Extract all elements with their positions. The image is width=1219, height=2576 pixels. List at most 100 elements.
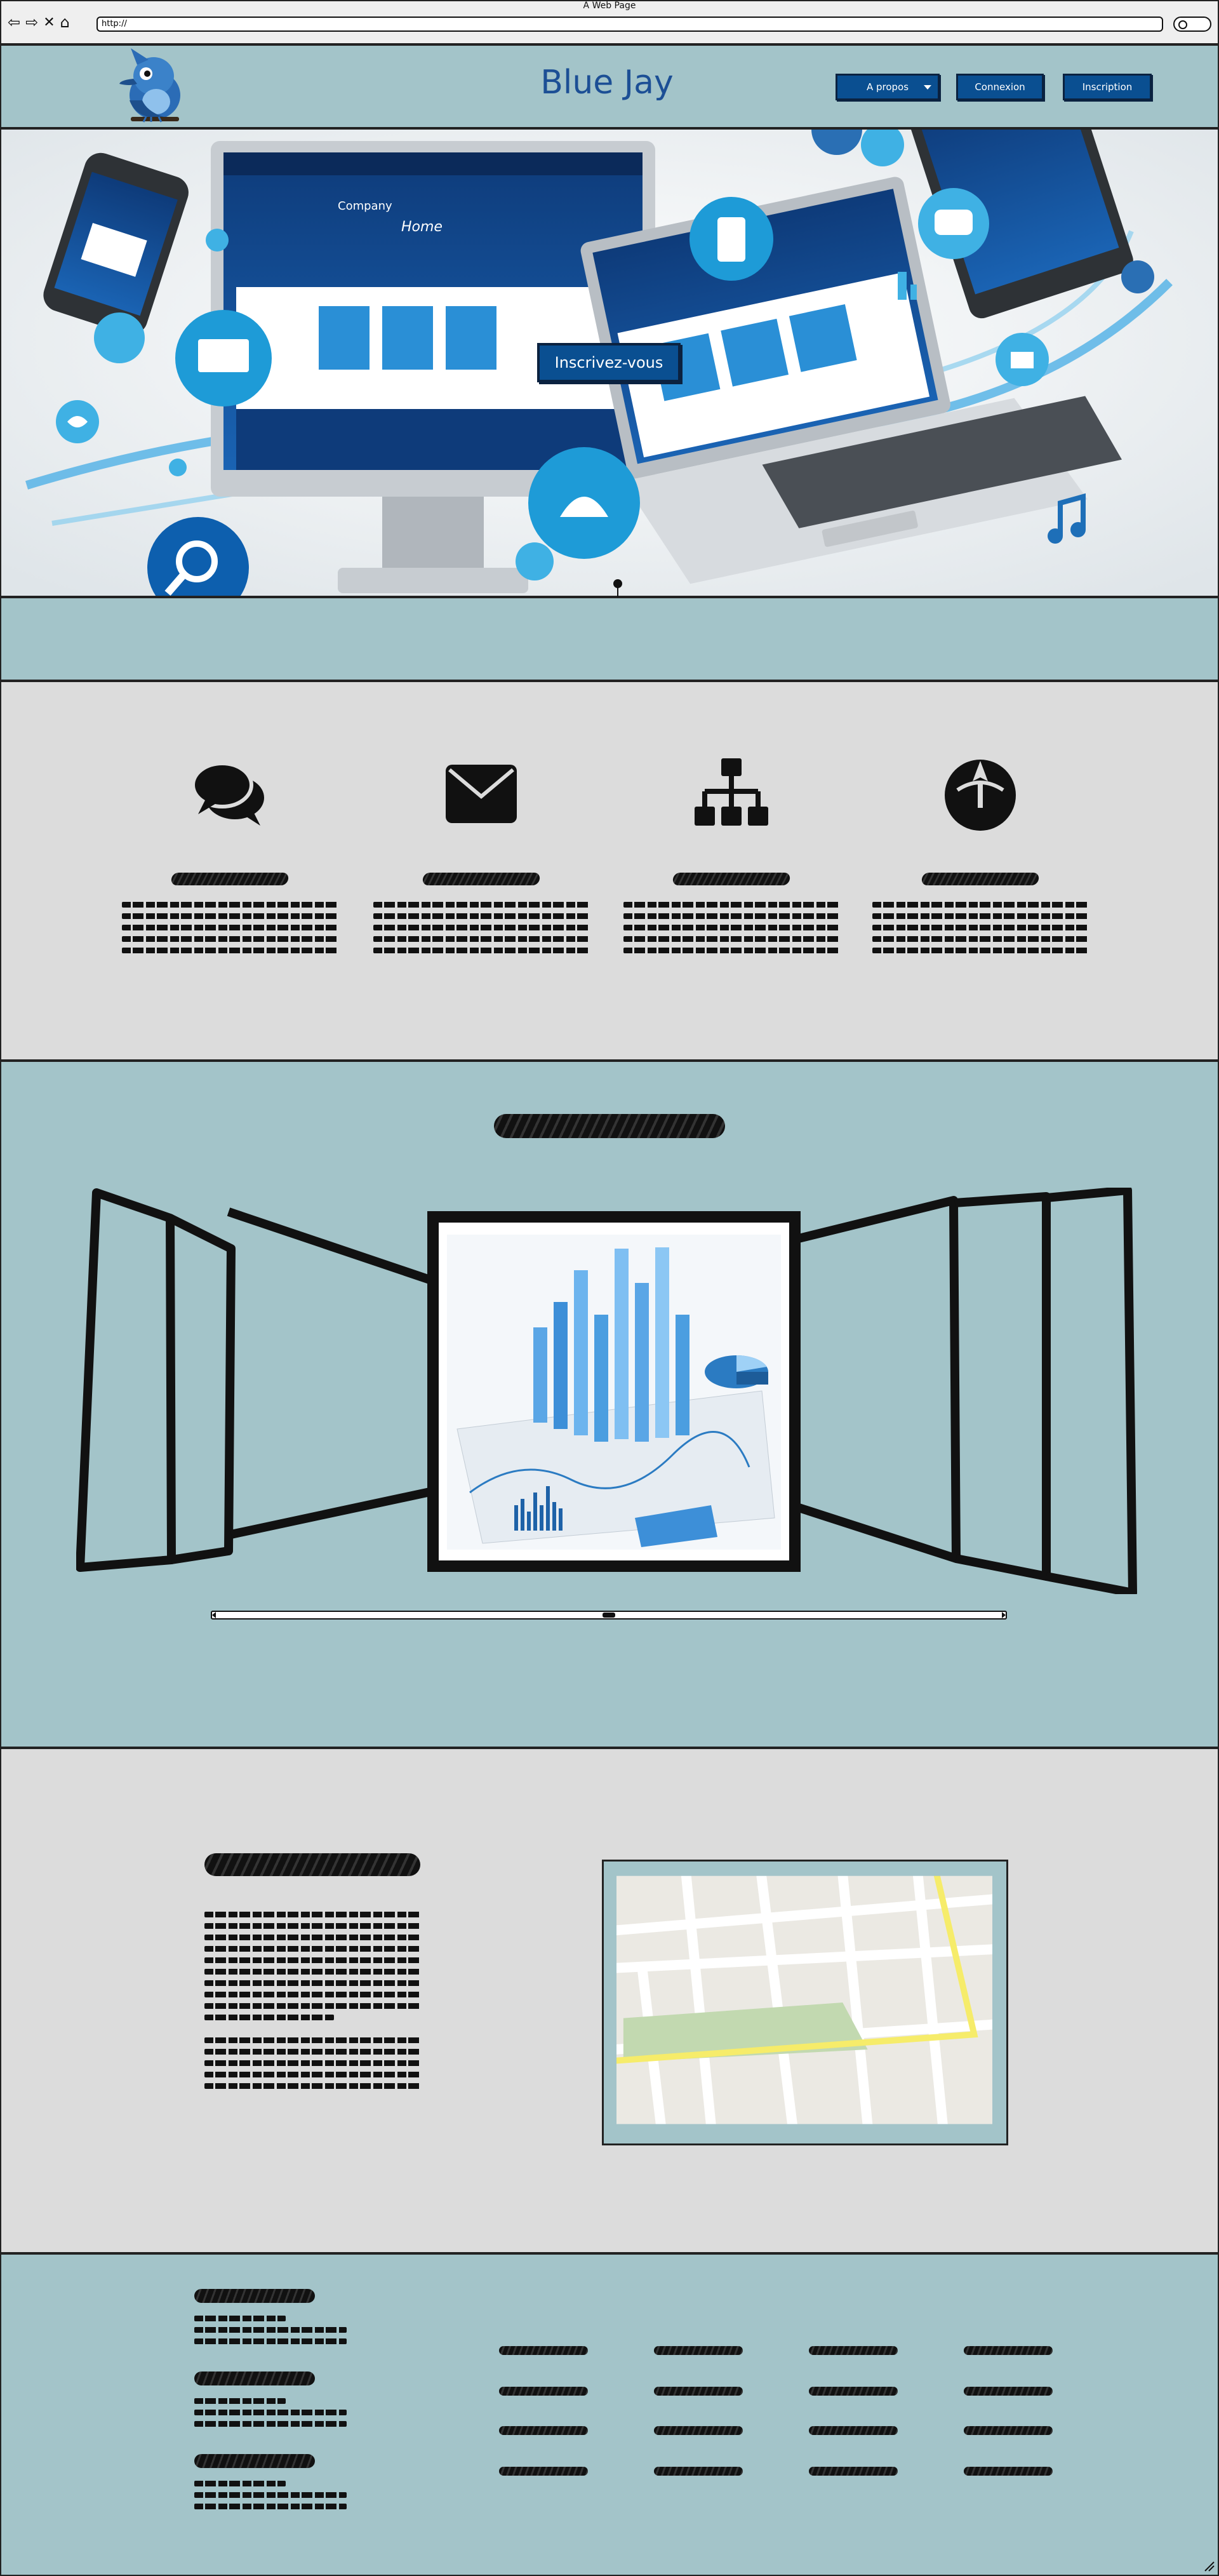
footer-link[interactable]: ~~~~ <box>499 2426 588 2435</box>
carousel-slide <box>789 1196 961 1563</box>
feature-description: ~~~~ ~~~~ ~~~~ ~~~~ ~~~~ <box>122 902 338 959</box>
signup-cta-button[interactable]: Inscrivez-vous <box>537 343 681 382</box>
text-line: ~~~~ <box>194 2327 347 2333</box>
text-line: ~~~~ <box>194 2421 347 2427</box>
text-line: ~~~~ <box>623 948 839 953</box>
footer-link[interactable]: ~~~~ <box>499 2467 588 2476</box>
feature-title: ~~~~ <box>921 873 1040 885</box>
blue-jay-logo[interactable] <box>118 46 188 128</box>
about-title: ~~~~ <box>204 1853 420 1876</box>
caret-down-icon <box>924 85 931 90</box>
footer-link[interactable]: ~~~~ <box>964 2467 1053 2476</box>
resize-grip-icon[interactable] <box>1202 2559 1215 2572</box>
text-line: ~~~~ <box>122 925 338 930</box>
hero-image: Company Home <box>0 128 1219 597</box>
footer-block-title: ~~~~ <box>194 2371 315 2385</box>
footer-link[interactable]: ~~~~ <box>654 2426 743 2435</box>
svg-text:Home: Home <box>401 219 443 235</box>
carousel-scrollbar-thumb[interactable] <box>603 1613 615 1618</box>
footer-block-text: ~~~~ ~~~~ ~~~~ <box>194 2316 347 2350</box>
text-line: ~~~~ <box>122 902 338 908</box>
sitemap-icon <box>695 758 768 826</box>
envelope-icon <box>446 765 517 823</box>
footer-link[interactable]: ~~~~ <box>809 2387 898 2396</box>
footer-link[interactable]: ~~~~ <box>499 2346 588 2355</box>
text-line: ~~~~ <box>204 2003 420 2009</box>
text-line: ~~~~ <box>373 948 589 953</box>
text-line: ~~~~ <box>872 902 1088 908</box>
feature-description: ~~~~ ~~~~ ~~~~ ~~~~ ~~~~ <box>872 902 1088 959</box>
scroll-left-arrow-icon[interactable] <box>212 1612 216 1618</box>
text-line: ~~~~ <box>204 1969 420 1975</box>
nav-apropos-dropdown[interactable]: A propos <box>836 74 940 100</box>
address-bar[interactable]: http:// <box>97 17 1163 32</box>
text-line: ~~~~ <box>373 936 589 942</box>
back-arrow-icon[interactable]: ⇦ <box>8 13 21 31</box>
footer-block-text: ~~~~ ~~~~ ~~~~ <box>194 2481 347 2515</box>
text-line: ~~~~ <box>194 2316 286 2321</box>
footer-link[interactable]: ~~~~ <box>654 2387 743 2396</box>
text-line: ~~~~ <box>204 2083 420 2089</box>
browser-nav-buttons: ⇦ ⇨ ✕ ⌂ <box>8 13 70 32</box>
text-line: ~~~~ <box>623 925 839 930</box>
location-map[interactable] <box>602 1860 1008 2145</box>
text-line: ~~~~ <box>204 1923 420 1929</box>
chat-icon <box>192 761 264 826</box>
text-line: ~~~~ <box>204 1946 420 1952</box>
text-line: ~~~~ <box>204 1935 420 1940</box>
nav-connexion-button[interactable]: Connexion <box>956 74 1044 100</box>
text-line: ~~~~ <box>204 1992 420 1997</box>
devices-illustration: Company Home <box>1 130 1218 596</box>
carousel-slide <box>1045 1188 1137 1594</box>
window-title: A Web Page <box>583 1 636 11</box>
footer-link[interactable]: ~~~~ <box>809 2346 898 2355</box>
features-section <box>0 681 1219 1061</box>
footer-link[interactable]: ~~~~ <box>964 2426 1053 2435</box>
text-line: ~~~~ <box>194 2410 347 2415</box>
footer-link[interactable]: ~~~~ <box>654 2467 743 2476</box>
text-line: ~~~~ <box>204 2072 420 2077</box>
scroll-right-arrow-icon[interactable] <box>1002 1612 1006 1618</box>
feature-title: ~~~~ <box>672 873 791 885</box>
chart-graphic-image <box>447 1235 781 1550</box>
teal-band <box>0 597 1219 681</box>
text-line: ~~~~ <box>122 913 338 919</box>
cover-flow-carousel[interactable] <box>76 1188 1143 1594</box>
home-icon[interactable]: ⌂ <box>60 13 70 31</box>
text-line: ~~~~ <box>623 936 839 942</box>
about-text: ~~~~ ~~~~ ~~~~ ~~~~ ~~~~ ~~~~ ~~~~ ~~~~ … <box>204 1912 420 2095</box>
footer-link[interactable]: ~~~~ <box>964 2387 1053 2396</box>
text-line: ~~~~ <box>204 1957 420 1963</box>
feature-title: ~~~~ <box>422 873 541 885</box>
text-line: ~~~~ <box>204 2037 420 2043</box>
mockup-company-text: Company <box>338 199 392 213</box>
carousel-slide <box>168 1214 236 1564</box>
site-brand-title[interactable]: Blue Jay <box>540 64 674 102</box>
footer-block-title: ~~~~ <box>194 2454 315 2468</box>
site-footer <box>0 2253 1219 2576</box>
close-icon[interactable]: ✕ <box>43 14 55 30</box>
text-line: ~~~~ <box>194 2504 347 2509</box>
feature-description: ~~~~ ~~~~ ~~~~ ~~~~ ~~~~ <box>373 902 589 959</box>
text-line: ~~~~ <box>623 902 839 908</box>
footer-link[interactable]: ~~~~ <box>499 2387 588 2396</box>
footer-link[interactable]: ~~~~ <box>809 2467 898 2476</box>
text-line: ~~~~ <box>872 925 1088 930</box>
footer-link[interactable]: ~~~~ <box>654 2346 743 2355</box>
carousel-slide <box>954 1192 1051 1581</box>
text-line: ~~~~ <box>373 902 589 908</box>
text-line: ~~~~ <box>204 2015 334 2020</box>
text-line: ~~~~ <box>194 2398 286 2404</box>
footer-link[interactable]: ~~~~ <box>964 2346 1053 2355</box>
text-line: ~~~~ <box>122 948 338 953</box>
rebel-alliance-icon <box>945 760 1016 831</box>
forward-arrow-icon[interactable]: ⇨ <box>25 13 39 31</box>
nav-inscription-button[interactable]: Inscription <box>1063 74 1152 100</box>
footer-block-text: ~~~~ ~~~~ ~~~~ <box>194 2398 347 2432</box>
text-line: ~~~~ <box>204 1980 420 1986</box>
text-line: ~~~~ <box>194 2481 286 2486</box>
footer-link[interactable]: ~~~~ <box>809 2426 898 2435</box>
browser-search-field[interactable] <box>1173 17 1211 32</box>
feature-title: ~~~~ <box>170 873 290 885</box>
hero-pager-dot[interactable] <box>613 579 622 588</box>
